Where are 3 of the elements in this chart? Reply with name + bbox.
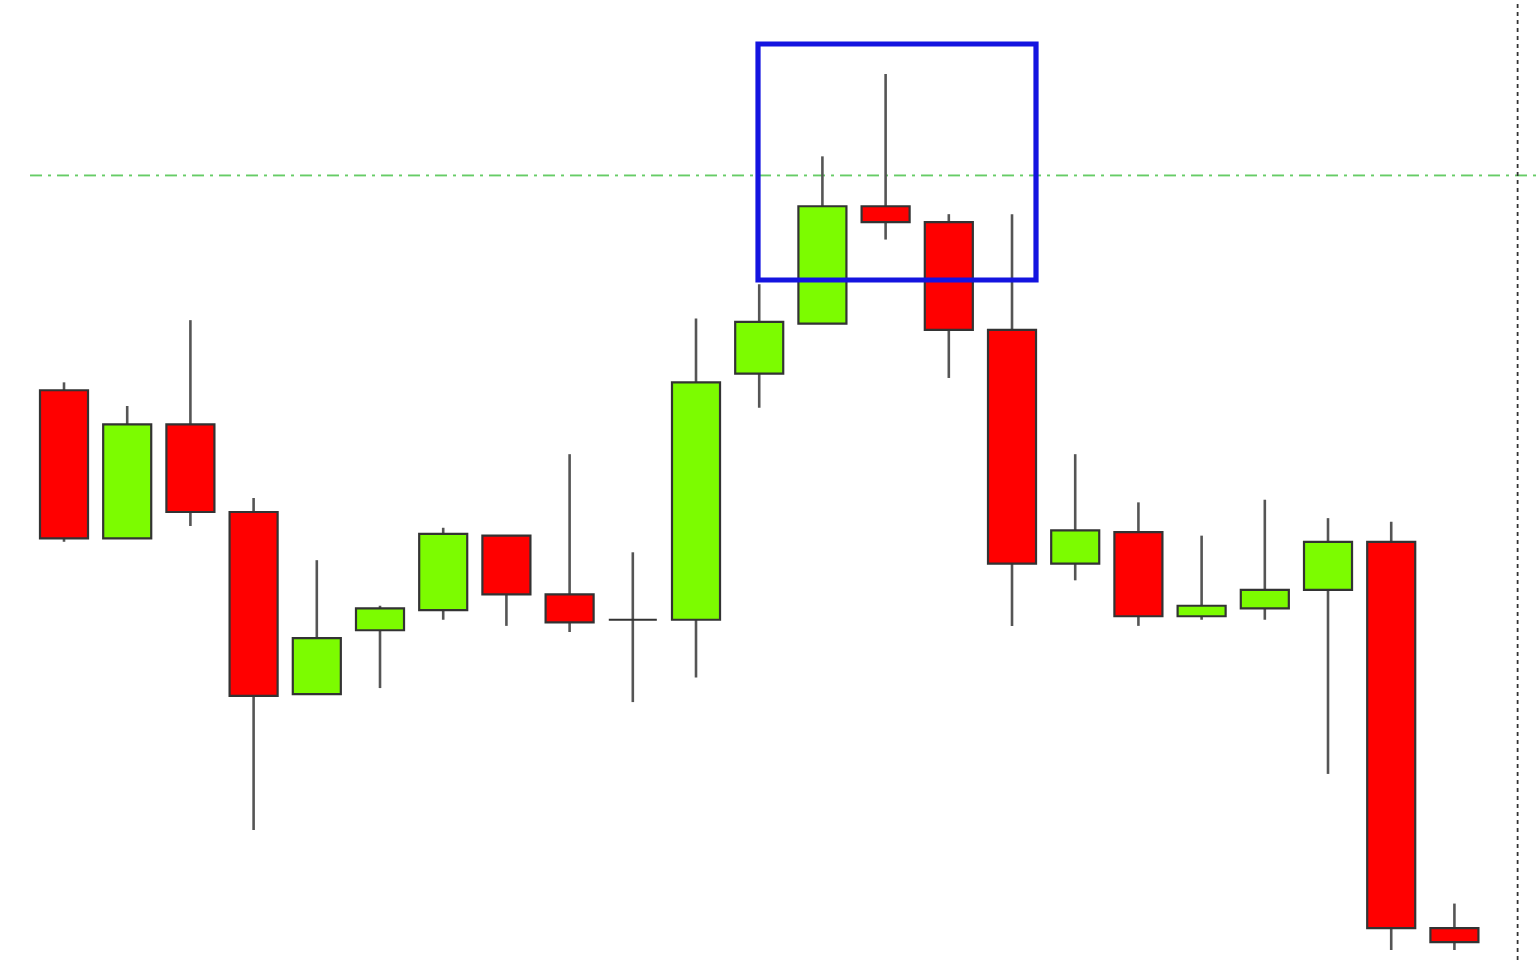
candlestick bbox=[607, 550, 658, 704]
candlestick bbox=[860, 72, 911, 241]
candlestick bbox=[1176, 534, 1227, 622]
